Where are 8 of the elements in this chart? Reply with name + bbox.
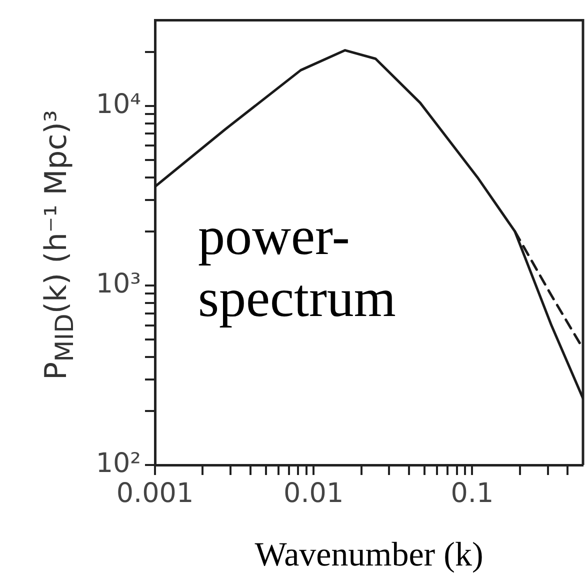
y-tick-label: 10² xyxy=(96,448,141,480)
x-axis-title: Wavenumber (k) xyxy=(254,536,484,574)
x-tick-label: 0.01 xyxy=(284,478,344,510)
y-tick-label: 10³ xyxy=(96,268,141,300)
y-tick-label: 10⁴ xyxy=(96,88,141,120)
annotation: power-spectrum xyxy=(198,205,397,329)
x-tick-label: 0.1 xyxy=(450,478,494,510)
x-tick-label: 0.001 xyxy=(116,478,194,510)
